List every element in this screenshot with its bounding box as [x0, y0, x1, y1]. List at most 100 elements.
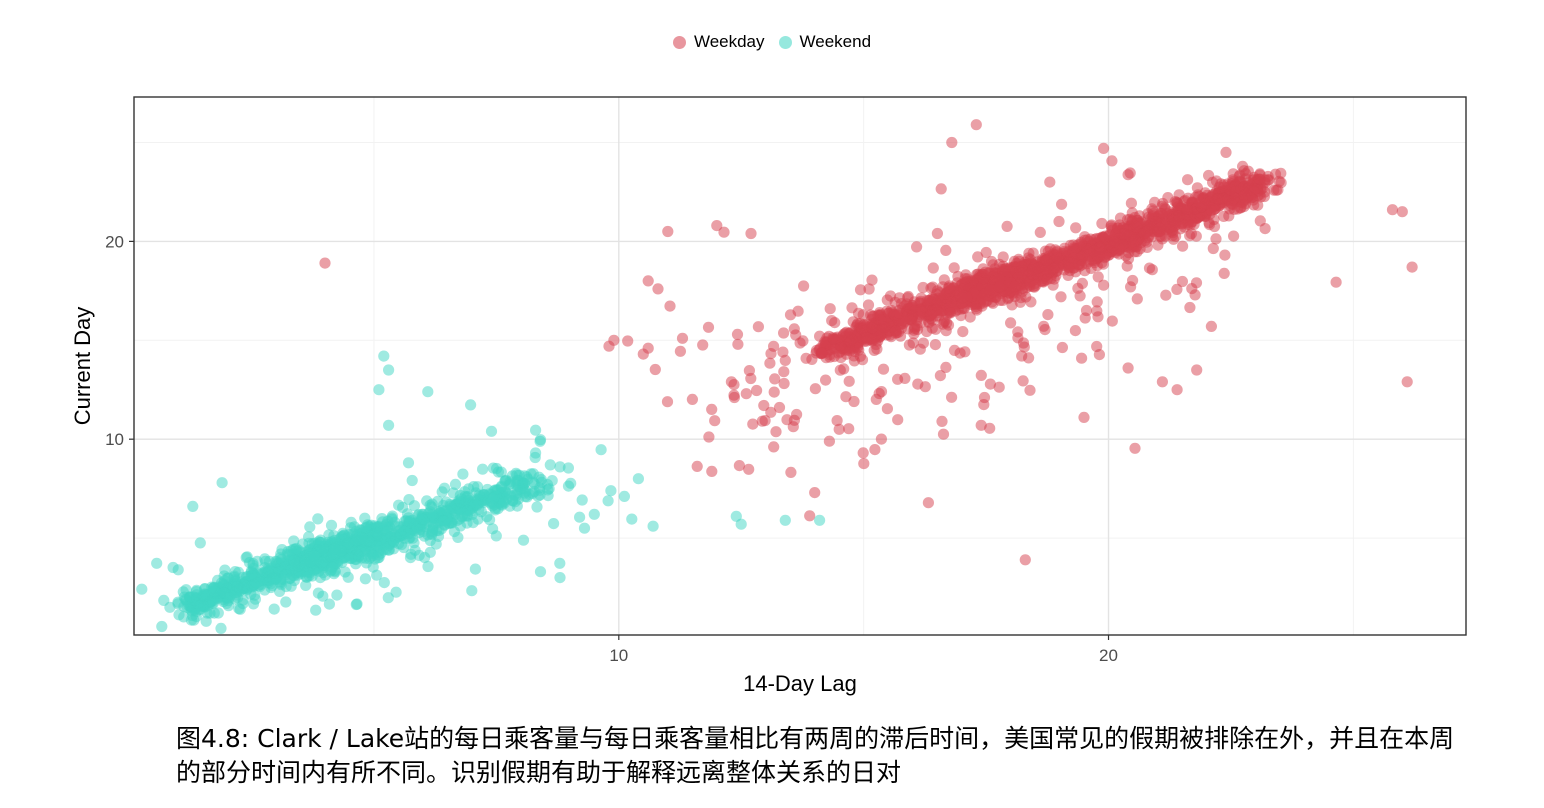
point-weekday: [1069, 325, 1081, 337]
point-weekend: [229, 586, 241, 599]
point-weekend: [208, 585, 220, 597]
point-weekend: [548, 518, 560, 530]
point-weekday: [1225, 198, 1238, 210]
point-weekday: [1023, 352, 1035, 364]
point-weekend: [469, 563, 481, 575]
point-weekend: [382, 592, 394, 604]
point-weekday: [691, 460, 703, 472]
point-weekday: [1208, 213, 1220, 226]
point-weekday: [878, 321, 891, 333]
point-weekend: [378, 350, 390, 362]
point-weekend: [554, 461, 566, 473]
point-weekend: [735, 518, 747, 530]
point-weekday: [852, 307, 865, 319]
point-weekday: [1032, 262, 1044, 274]
point-weekend: [371, 540, 383, 552]
point-weekend: [190, 586, 202, 598]
point-weekday: [1191, 182, 1203, 194]
point-weekday: [911, 323, 924, 336]
point-weekday: [957, 326, 969, 338]
point-weekday: [1182, 174, 1194, 186]
point-weekend: [156, 620, 168, 633]
point-weekday: [732, 338, 744, 350]
point-weekday: [661, 396, 674, 408]
point-weekend: [626, 513, 638, 525]
point-weekday: [1092, 271, 1104, 283]
point-weekday: [1190, 230, 1202, 242]
point-weekend: [505, 478, 517, 490]
scatter-chart: 10 20 10 20 14-Day Lag Current Day: [70, 96, 1467, 696]
point-weekday: [697, 339, 709, 351]
point-weekday: [980, 246, 992, 259]
x-tick-label: 10: [609, 646, 628, 665]
point-weekday: [978, 391, 991, 404]
point-weekday: [984, 422, 996, 434]
point-weekday: [1224, 184, 1236, 196]
point-weekday: [975, 369, 987, 381]
legend-item-weekend: Weekend: [778, 32, 871, 52]
point-weekend: [308, 550, 320, 562]
point-weekday: [840, 391, 852, 403]
point-weekday: [1056, 198, 1068, 210]
point-weekend: [247, 598, 260, 610]
point-weekday: [1056, 341, 1068, 354]
point-weekend: [371, 569, 383, 581]
point-weekday: [1219, 249, 1231, 261]
point-weekday: [936, 415, 948, 427]
point-weekend: [323, 598, 335, 610]
point-weekday: [1008, 255, 1021, 267]
point-weekend: [359, 512, 371, 524]
point-weekday: [725, 376, 738, 388]
point-weekday: [1152, 239, 1164, 251]
point-weekday: [823, 435, 836, 447]
point-weekday: [759, 415, 771, 427]
point-weekday: [866, 322, 878, 334]
point-weekday: [884, 290, 897, 302]
point-weekday: [1401, 376, 1413, 388]
point-weekday: [888, 308, 900, 320]
point-weekend: [427, 517, 439, 529]
point-weekend: [136, 583, 148, 595]
point-weekday: [984, 284, 997, 296]
point-weekend: [438, 515, 450, 527]
point-weekday: [747, 418, 759, 430]
point-weekend: [390, 586, 402, 598]
x-axis-label: 14-Day Lag: [743, 671, 857, 696]
point-weekend: [328, 568, 340, 580]
point-weekday: [1006, 299, 1018, 311]
point-weekday: [781, 414, 793, 426]
point-weekday: [778, 377, 790, 390]
point-weekday: [778, 327, 790, 339]
point-weekend: [316, 556, 328, 569]
point-weekday: [843, 375, 855, 387]
point-weekend: [602, 495, 614, 507]
legend-marker: [672, 35, 686, 49]
point-weekday: [733, 460, 746, 472]
point-weekday: [1228, 230, 1240, 242]
point-weekday: [830, 332, 842, 344]
point-weekend: [465, 399, 477, 411]
point-weekday: [1212, 193, 1224, 205]
point-weekday: [1122, 169, 1134, 181]
point-weekday: [848, 395, 860, 408]
point-weekend: [285, 580, 297, 592]
point-weekday: [1200, 198, 1212, 210]
point-weekday: [972, 251, 984, 263]
point-weekend: [268, 603, 280, 615]
point-weekend: [562, 480, 575, 492]
point-weekend: [492, 503, 504, 515]
point-weekday: [935, 183, 947, 195]
point-weekend: [312, 513, 324, 525]
point-weekday: [1093, 349, 1105, 361]
point-weekday: [1106, 155, 1118, 167]
point-weekday: [1080, 304, 1093, 317]
point-weekday: [970, 119, 982, 131]
point-weekday: [1386, 204, 1399, 216]
point-weekend: [367, 549, 379, 561]
point-weekday: [1070, 222, 1082, 234]
point-weekday: [676, 332, 689, 344]
point-weekday: [745, 227, 757, 240]
point-weekday: [1171, 283, 1183, 295]
point-weekend: [618, 490, 631, 502]
point-weekend: [576, 494, 588, 506]
